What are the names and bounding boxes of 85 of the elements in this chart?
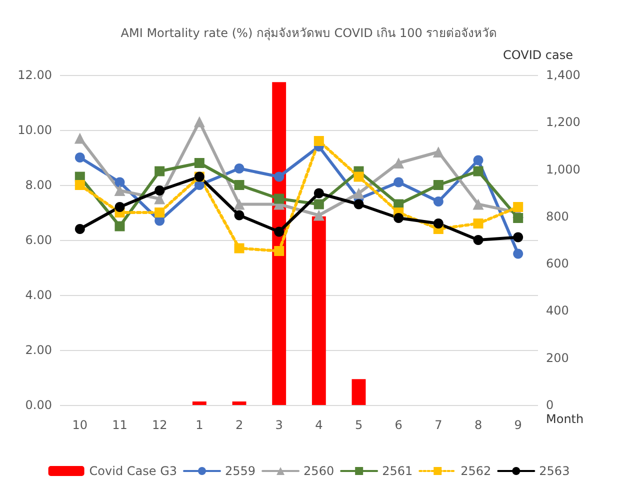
point (114, 185, 126, 196)
point (433, 196, 444, 206)
point (194, 158, 204, 168)
y-tick-label: 12.00 (18, 68, 52, 82)
x-tick-label: 11 (112, 418, 128, 432)
y-tick-label: 4.00 (25, 288, 52, 302)
point (74, 152, 85, 162)
point (513, 232, 524, 242)
point (314, 136, 324, 146)
y-tick-label: 2.00 (25, 343, 52, 357)
x-tick-label: 2 (235, 418, 244, 432)
point (154, 166, 165, 176)
point (234, 210, 244, 220)
point (74, 180, 85, 190)
y2-tick-label: 600 (546, 256, 569, 271)
point (513, 202, 524, 212)
legend-label: 2563 (539, 464, 570, 478)
point (513, 213, 524, 223)
point (473, 155, 484, 166)
x-tick-label: 9 (514, 418, 522, 432)
legend-label: 2559 (225, 464, 256, 478)
x-tick-label: 5 (354, 418, 363, 432)
y2-axis-title: COVID case (502, 48, 574, 62)
y2-tick-label: 1,000 (546, 162, 580, 176)
point (234, 164, 244, 174)
chart-title: AMI Mortality rate (%) กลุ่มจังหวัดพบ COVID เกิน 100 รายต่อจังหวัด (120, 26, 498, 41)
y2-tick-label: 800 (546, 209, 569, 224)
y2-tick-label: 400 (546, 304, 569, 318)
point (433, 180, 444, 190)
y2-tick-label: 200 (546, 350, 569, 365)
point (234, 180, 244, 190)
bar (352, 379, 366, 405)
legend-label: 2560 (304, 464, 334, 478)
point (114, 177, 125, 188)
point (154, 186, 165, 196)
point (274, 226, 284, 237)
point (472, 198, 484, 210)
legend-label: 2562 (460, 464, 492, 478)
y2-tick-label: 1,200 (546, 115, 580, 130)
point (394, 177, 404, 188)
bar (192, 401, 206, 405)
x-tick-label: 3 (275, 418, 283, 432)
point (314, 199, 324, 210)
point (314, 188, 324, 198)
point (274, 194, 284, 204)
point (114, 221, 125, 232)
x-tick-label: 12 (152, 418, 168, 432)
point (313, 210, 324, 221)
point (114, 202, 125, 212)
point (513, 248, 524, 259)
point (154, 208, 165, 218)
point (74, 224, 85, 234)
bar (232, 401, 246, 405)
y2-tick-label: 1,400 (546, 68, 580, 82)
x-tick-label: 7 (434, 418, 442, 432)
point (74, 132, 86, 144)
x-axis-title: Month (546, 412, 584, 426)
point (393, 158, 404, 168)
legend-label: Covid Case G3 (89, 464, 178, 478)
x-tick-label: 10 (72, 418, 88, 432)
point (354, 199, 364, 210)
point (194, 116, 205, 128)
point (234, 198, 245, 210)
point (394, 213, 404, 223)
x-tick-label: 8 (474, 418, 482, 432)
x-tick-label: 1 (196, 418, 204, 432)
x-tick-label: 6 (394, 418, 402, 432)
y-tick-label: 8.00 (25, 178, 52, 192)
y-tick-label: 0.00 (25, 398, 52, 412)
y2-tick-label: 0 (546, 398, 554, 412)
point (353, 188, 364, 199)
point (274, 246, 284, 256)
point (432, 146, 444, 158)
point (433, 218, 444, 228)
point (234, 243, 244, 254)
point (473, 235, 484, 245)
point (274, 172, 284, 182)
x-tick-label: 4 (315, 418, 323, 432)
legend-label: 2561 (382, 464, 413, 478)
bar (312, 216, 326, 405)
y-tick-label: 6.00 (25, 233, 52, 247)
y-tick-label: 10.00 (18, 123, 52, 137)
point (354, 172, 364, 182)
point (473, 166, 484, 176)
point (473, 218, 484, 228)
